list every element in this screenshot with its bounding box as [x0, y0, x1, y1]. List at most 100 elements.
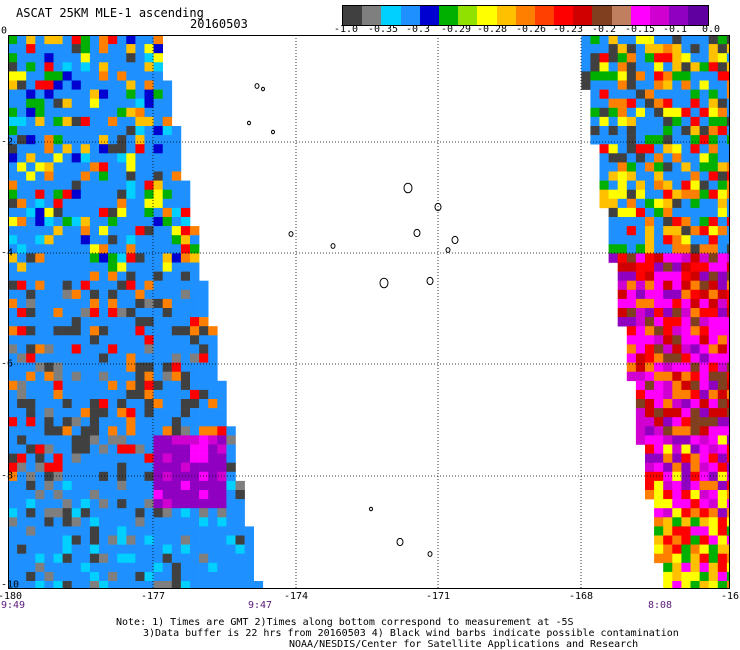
wind-cell: [180, 453, 191, 463]
wind-cell: [71, 71, 82, 81]
wind-cell: [663, 499, 673, 509]
wind-cell: [645, 153, 655, 163]
wind-cell: [599, 35, 609, 45]
wind-cell: [663, 517, 673, 527]
wind-cell: [99, 198, 109, 209]
wind-cell: [8, 80, 18, 90]
wind-cell: [71, 462, 82, 473]
wind-cell: [80, 144, 91, 154]
wind-cell: [180, 226, 191, 236]
wind-cell: [44, 544, 54, 554]
wind-cell: [99, 408, 109, 418]
wind-cell: [626, 71, 637, 81]
wind-cell: [672, 298, 682, 309]
wind-cell: [99, 444, 109, 454]
wind-cell: [99, 344, 109, 354]
time-middle: 9:47: [248, 600, 273, 611]
wind-cell: [690, 490, 700, 500]
wind-cell: [726, 389, 730, 400]
wind-cell: [126, 453, 136, 463]
wind-cell: [717, 171, 728, 181]
wind-cell: [117, 308, 127, 318]
wind-cell: [53, 107, 63, 118]
wind-cell: [708, 180, 719, 190]
wind-cell: [162, 116, 173, 127]
wind-cell: [663, 353, 673, 363]
wind-cell: [672, 144, 682, 154]
wind-cell: [53, 581, 63, 589]
wind-cell: [35, 226, 45, 236]
wind-cell: [645, 280, 655, 291]
wind-cell: [654, 217, 664, 227]
wind-cell: [672, 189, 682, 200]
wind-cell: [162, 517, 173, 527]
wind-cell: [180, 335, 191, 345]
wind-cell: [645, 326, 655, 336]
wind-cell: [53, 298, 63, 309]
wind-cell: [654, 517, 664, 527]
wind-cell: [708, 480, 719, 491]
wind-cell: [699, 317, 709, 327]
wind-cell: [89, 198, 100, 209]
wind-cell: [672, 535, 682, 545]
wind-cell: [117, 226, 127, 236]
wind-cell: [71, 253, 82, 263]
wind-cell: [126, 371, 136, 382]
wind-cell: [26, 462, 36, 473]
wind-cell: [80, 171, 91, 181]
wind-cell: [80, 380, 91, 391]
wind-cell: [599, 53, 609, 63]
wind-cell: [708, 371, 719, 382]
wind-cell: [62, 526, 72, 536]
wind-cell: [108, 207, 118, 218]
wind-cell: [62, 417, 72, 427]
wind-cell: [199, 544, 209, 554]
wind-cell: [681, 271, 691, 281]
wind-cell: [162, 235, 173, 245]
wind-cell: [599, 107, 609, 118]
wind-cell: [645, 344, 655, 354]
wind-cell: [71, 171, 82, 181]
wind-cell: [608, 207, 618, 218]
wind-cell: [117, 289, 127, 300]
wind-cell: [89, 189, 100, 200]
wind-cell: [635, 89, 646, 99]
wind-cell: [35, 135, 45, 145]
wind-cell: [226, 526, 236, 536]
wind-cell: [663, 253, 673, 263]
wind-cell: [199, 526, 209, 536]
wind-cell: [162, 198, 173, 209]
wind-cell: [26, 253, 36, 263]
wind-cell: [626, 89, 637, 99]
wind-cell: [8, 353, 18, 363]
wind-cell: [708, 162, 719, 172]
wind-cell: [190, 435, 200, 445]
wind-cell: [144, 326, 154, 336]
wind-cell: [690, 253, 700, 263]
wind-data-map[interactable]: [8, 35, 730, 589]
wind-cell: [663, 44, 673, 54]
wind-cell: [126, 89, 136, 99]
wind-cell: [62, 244, 72, 254]
wind-cell: [153, 135, 163, 145]
wind-cell: [635, 126, 646, 136]
wind-cell: [144, 308, 154, 318]
wind-cell: [144, 271, 154, 281]
wind-cell: [608, 226, 618, 236]
wind-cell: [635, 217, 646, 227]
wind-cell: [635, 98, 646, 109]
wind-cell: [35, 444, 45, 454]
wind-cell: [153, 544, 163, 554]
wind-cell: [8, 435, 18, 445]
wind-cell: [126, 116, 136, 127]
wind-cell: [672, 344, 682, 354]
wind-cell: [617, 271, 628, 281]
wind-cell: [180, 581, 191, 589]
wind-cell: [690, 471, 700, 482]
wind-cell: [126, 344, 136, 354]
wind-cell: [726, 480, 730, 491]
wind-cell: [71, 380, 82, 391]
wind-cell: [53, 253, 63, 263]
wind-cell: [717, 462, 728, 473]
wind-cell: [690, 417, 700, 427]
